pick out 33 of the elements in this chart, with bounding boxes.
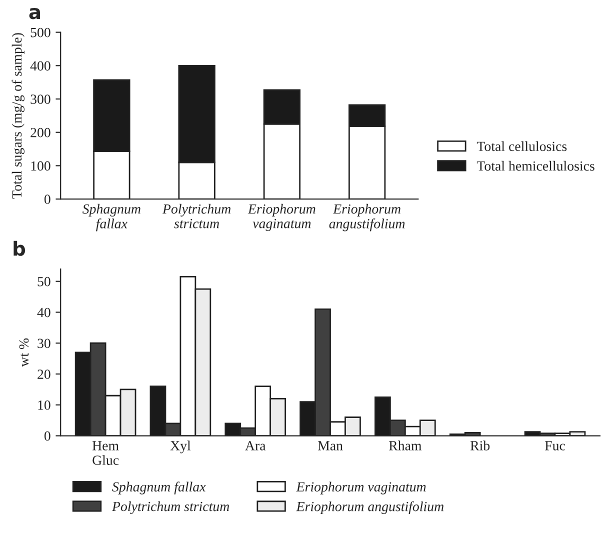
y-tick-label: 0	[44, 194, 50, 204]
x-tick-label: Fuc	[544, 441, 565, 450]
y-tick-label: 100	[31, 161, 50, 171]
x-tick-label: Polytrichum strictum	[162, 204, 231, 228]
y-tick-label: 20	[38, 370, 50, 379]
y-tick-label: 300	[30, 94, 50, 104]
legend-label: Total cellulosics	[476, 141, 567, 152]
legend-label: Eriophorum angustifolium	[296, 501, 444, 514]
y-tick-label: 400	[30, 61, 50, 71]
y-axis-title: Total sugars (mg/g of sample)	[12, 33, 24, 199]
y-axis-title: wt %	[19, 338, 29, 367]
x-tick-label: Sphagnum fallax	[82, 204, 140, 232]
x-tick-label: Ara	[245, 441, 266, 450]
text: b	[14, 240, 26, 256]
y-tick-label: 50	[38, 276, 50, 286]
text: a	[29, 8, 40, 20]
x-tick-label: Xyl	[170, 440, 191, 454]
x-tick-label: Eriophorum vaginatum	[248, 204, 316, 232]
y-tick-label: 500	[30, 28, 50, 38]
y-tick-label: 0	[44, 431, 50, 441]
x-tick-label: Hem Gluc	[92, 441, 119, 465]
y-tick-label: 40	[37, 308, 50, 318]
legend-label: Polytrichum strictum	[112, 501, 230, 514]
legend-label: Eriophorum vaginatum	[296, 482, 426, 494]
x-tick-label: Rham	[388, 440, 422, 450]
x-tick-label: Eriophorum angustifolium	[329, 204, 405, 232]
x-tick-label: Man	[318, 441, 343, 450]
legend-label: Sphagnum fallax	[112, 482, 206, 494]
x-tick-label: Rib	[470, 440, 490, 450]
y-tick-label: 30	[38, 338, 50, 348]
y-tick-label: 10	[38, 400, 50, 410]
legend-label: Total hemicellulosics	[476, 160, 594, 171]
y-tick-label: 200	[30, 128, 50, 138]
